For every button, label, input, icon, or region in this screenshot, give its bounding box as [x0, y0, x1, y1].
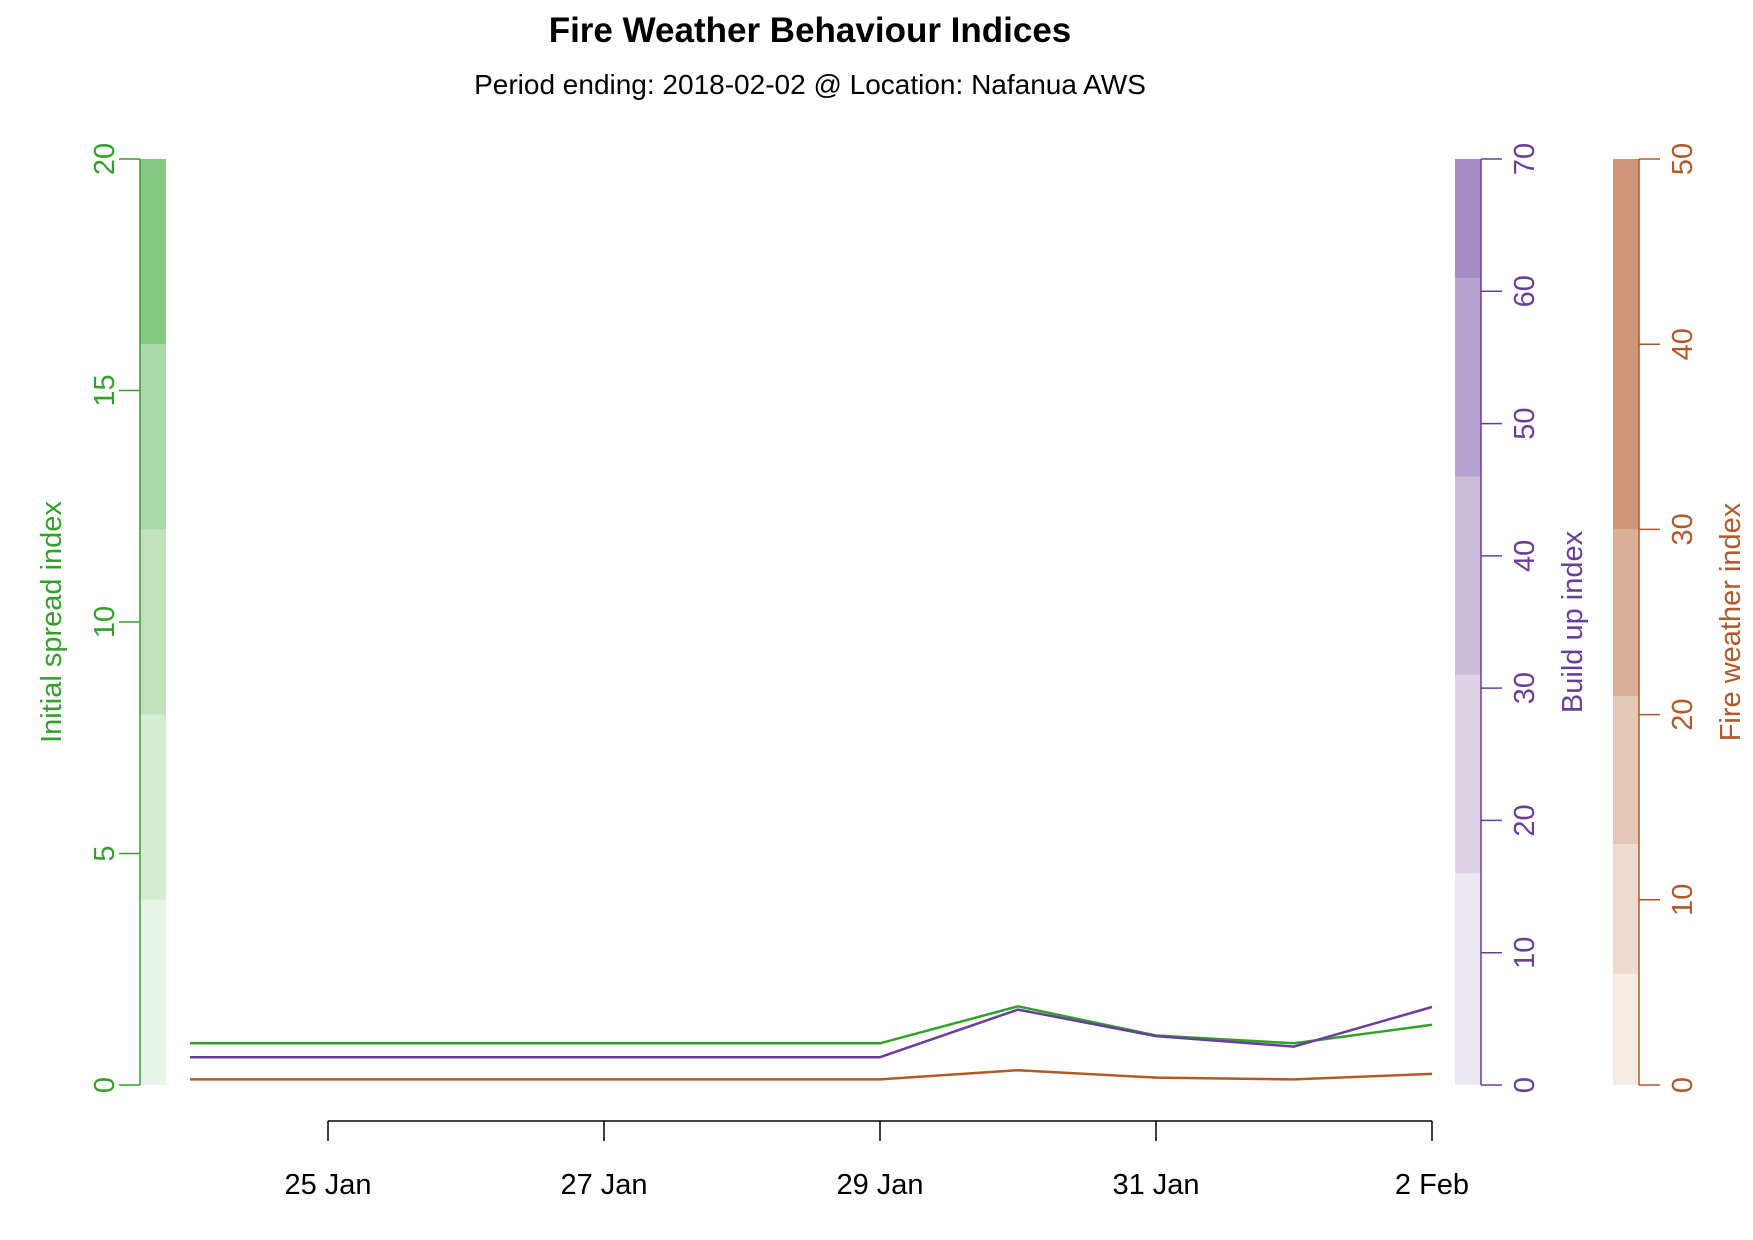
- band-right2-1: [1613, 844, 1639, 974]
- x-tick-label-1: 27 Jan: [560, 1169, 647, 1201]
- tick-label-right1-50: 50: [1509, 407, 1541, 439]
- tick-label-left-5: 5: [89, 845, 121, 861]
- band-right2-4: [1613, 159, 1639, 530]
- tick-label-left-10: 10: [89, 606, 121, 638]
- tick-label-right1-30: 30: [1509, 672, 1541, 704]
- series-line-fire-weather-index: [190, 1068, 1433, 1081]
- tick-label-right2-10: 10: [1667, 884, 1699, 916]
- band-left-2: [140, 529, 166, 715]
- band-right1-1: [1455, 674, 1481, 874]
- tick-label-left-15: 15: [89, 374, 121, 406]
- tick-label-left-20: 20: [89, 143, 121, 175]
- chart-title: Fire Weather Behaviour Indices: [549, 11, 1072, 50]
- chart-subtitle: Period ending: 2018-02-02 @ Location: Na…: [474, 69, 1146, 100]
- tick-label-right2-40: 40: [1667, 328, 1699, 360]
- band-left-4: [140, 159, 166, 345]
- tick-label-right1-10: 10: [1509, 937, 1541, 969]
- index-bands: [140, 159, 1639, 1085]
- band-right1-3: [1455, 278, 1481, 477]
- tick-label-right2-30: 30: [1667, 513, 1699, 545]
- tick-label-right1-20: 20: [1509, 804, 1541, 836]
- tick-label-right2-20: 20: [1667, 698, 1699, 730]
- band-left-3: [140, 344, 166, 530]
- band-right1-0: [1455, 873, 1481, 1085]
- tick-label-left-0: 0: [89, 1077, 121, 1093]
- axis-title-right1: Build up index: [1557, 530, 1589, 713]
- axis-title-left: Initial spread index: [36, 501, 68, 743]
- series-line-build-up-index: [190, 1005, 1433, 1059]
- band-right2-2: [1613, 696, 1639, 845]
- axes: 0 5 10 15 20 Initial spread index 0 10 20 30 40 50 6…: [36, 143, 1747, 1093]
- band-left-0: [140, 899, 166, 1085]
- axis-title-right2: Fire weather index: [1715, 502, 1747, 741]
- band-right1-2: [1455, 476, 1481, 675]
- tick-label-right2-50: 50: [1667, 143, 1699, 175]
- x-axis: 25 Jan 27 Jan 29 Jan 31 Jan 2 Feb: [284, 1120, 1469, 1201]
- x-tick-label-0: 25 Jan: [284, 1169, 371, 1201]
- band-right2-3: [1613, 529, 1639, 697]
- tick-label-right1-60: 60: [1509, 275, 1541, 307]
- series-lines: [190, 1005, 1433, 1081]
- x-tick-label-4: 2 Feb: [1395, 1169, 1469, 1201]
- band-left-1: [140, 714, 166, 900]
- tick-label-right2-0: 0: [1667, 1077, 1699, 1093]
- x-tick-label-3: 31 Jan: [1112, 1169, 1199, 1201]
- tick-label-right1-70: 70: [1509, 143, 1541, 175]
- band-right1-4: [1455, 159, 1481, 279]
- tick-label-right1-40: 40: [1509, 540, 1541, 572]
- tick-label-right1-0: 0: [1509, 1077, 1541, 1093]
- x-tick-label-2: 29 Jan: [836, 1169, 923, 1201]
- band-right2-0: [1613, 973, 1639, 1085]
- series-line-initial-spread-index: [190, 1005, 1433, 1045]
